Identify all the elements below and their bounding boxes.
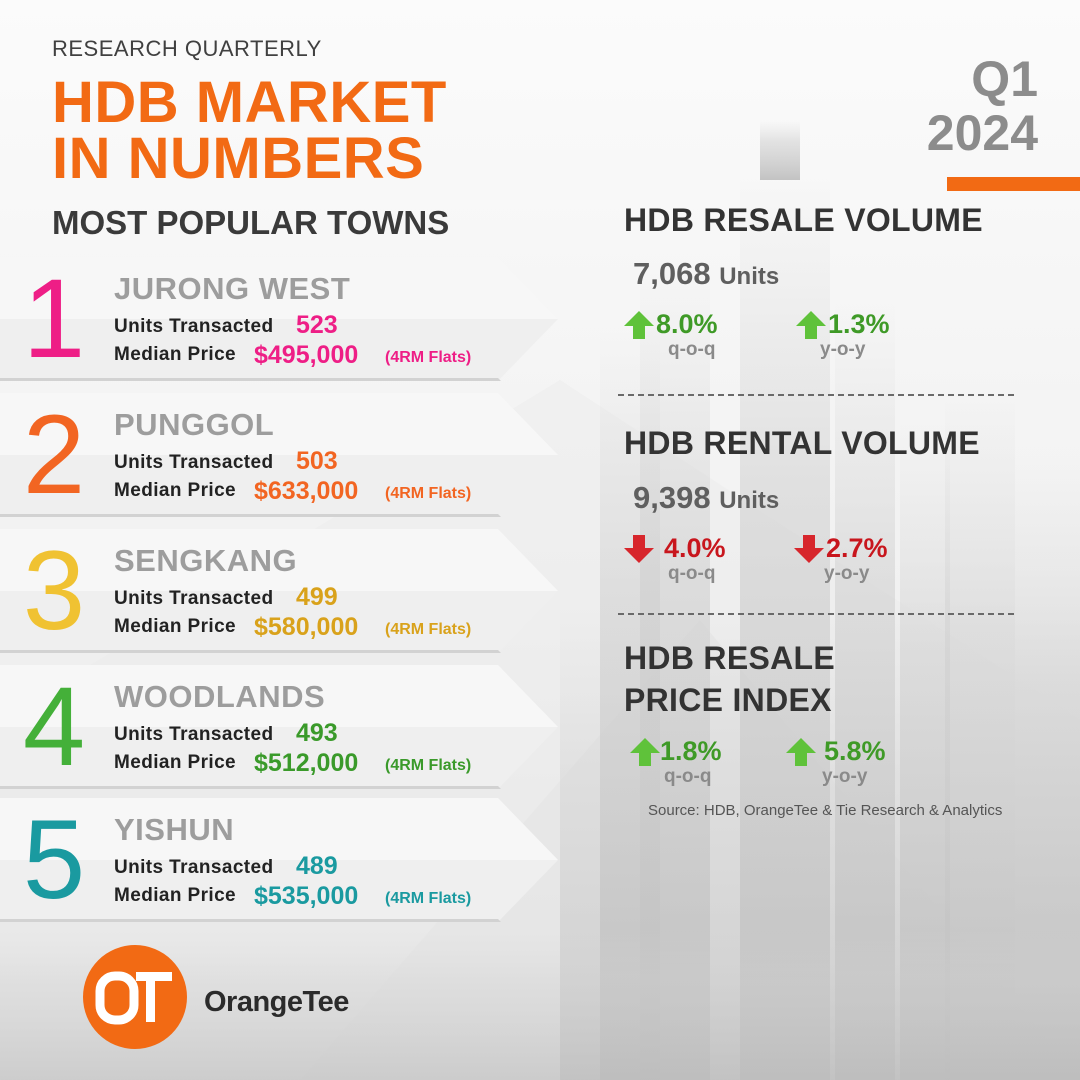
- rental-volume-unit: Units: [719, 487, 780, 514]
- main-title-line1: HDB MARKET: [52, 70, 447, 135]
- arrow-up-icon: [624, 311, 654, 339]
- units-label: Units Transacted: [114, 724, 274, 745]
- town-card: 1 JURONG WEST Units Transacted Median Pr…: [0, 257, 560, 381]
- town-name: JURONG WEST: [114, 271, 351, 306]
- town-name: PUNGGOL: [114, 407, 275, 442]
- orangetee-logo-icon: [83, 945, 187, 1049]
- index-yoy-value: 5.8%: [824, 736, 886, 766]
- rental-qoq-value: 4.0%: [664, 533, 726, 563]
- town-name: WOODLANDS: [114, 679, 326, 714]
- divider: [618, 613, 1014, 615]
- divider: [618, 394, 1014, 396]
- units-label: Units Transacted: [114, 588, 274, 609]
- flat-type: (4RM Flats): [385, 349, 472, 366]
- card-shape: [0, 529, 558, 653]
- resale-volume-value: 7,068: [633, 256, 711, 291]
- arrow-up-icon: [630, 738, 660, 766]
- rental-volume-heading: HDB RENTAL VOLUME: [624, 425, 980, 461]
- main-title-line2: IN NUMBERS: [52, 126, 425, 191]
- town-card: 4 WOODLANDS Units Transacted Median Pric…: [0, 665, 560, 789]
- resale-volume-figure: 7,068 Units: [633, 256, 779, 292]
- town-card: 5 YISHUN Units Transacted Median Price 4…: [0, 798, 560, 922]
- card-shape: [0, 393, 558, 517]
- resale-volume-heading: HDB RESALE VOLUME: [624, 202, 983, 238]
- resale-qoq-value: 8.0%: [656, 309, 718, 339]
- rank-number: 4: [22, 664, 86, 789]
- price-label: Median Price: [114, 752, 237, 773]
- price-value: $580,000: [254, 613, 359, 641]
- year-label: 2024: [926, 105, 1038, 161]
- resale-volume-unit: Units: [719, 263, 780, 290]
- units-value: 499: [296, 583, 338, 611]
- price-label: Median Price: [114, 616, 237, 637]
- town-name: YISHUN: [114, 812, 235, 847]
- resale-yoy-value: 1.3%: [828, 309, 890, 339]
- price-label: Median Price: [114, 344, 237, 365]
- rental-yoy-value: 2.7%: [826, 533, 888, 563]
- index-qoq-value: 1.8%: [660, 736, 722, 766]
- arrow-up-icon: [796, 311, 826, 339]
- town-card: 2 PUNGGOL Units Transacted Median Price …: [0, 393, 560, 517]
- rental-yoy-label: y-o-y: [824, 563, 870, 584]
- arrow-down-icon: [794, 535, 824, 563]
- units-label: Units Transacted: [114, 857, 274, 878]
- arrow-up-icon: [786, 738, 816, 766]
- rank-number: 3: [22, 528, 86, 653]
- price-value: $512,000: [254, 749, 359, 777]
- units-value: 503: [296, 447, 338, 475]
- rental-volume-figure: 9,398 Units: [633, 480, 779, 516]
- town-card: 3 SENGKANG Units Transacted Median Price…: [0, 529, 560, 653]
- accent-bar: [947, 177, 1080, 191]
- rank-number: 1: [22, 256, 86, 381]
- quarter-label: Q1: [971, 51, 1038, 107]
- resale-qoq-label: q-o-q: [668, 339, 716, 360]
- price-index-heading-line2: PRICE INDEX: [624, 682, 832, 718]
- source-note: Source: HDB, OrangeTee & Tie Research & …: [648, 802, 1003, 819]
- rank-number: 5: [22, 797, 86, 922]
- units-value: 523: [296, 311, 338, 339]
- units-value: 489: [296, 852, 338, 880]
- town-name: SENGKANG: [114, 543, 298, 578]
- price-value: $535,000: [254, 882, 359, 910]
- resale-yoy-label: y-o-y: [820, 339, 866, 360]
- price-index-heading-line1: HDB RESALE: [624, 640, 836, 676]
- logo-wordmark: OrangeTee: [204, 986, 349, 1018]
- rental-qoq-label: q-o-q: [668, 563, 716, 584]
- index-qoq-label: q-o-q: [664, 766, 712, 787]
- index-yoy-label: y-o-y: [822, 766, 868, 787]
- price-label: Median Price: [114, 885, 237, 906]
- price-value: $633,000: [254, 477, 359, 505]
- towns-heading: MOST POPULAR TOWNS: [52, 204, 450, 241]
- price-value: $495,000: [254, 341, 359, 369]
- arrow-down-icon: [624, 535, 654, 563]
- card-shape: [0, 798, 558, 922]
- rental-volume-value: 9,398: [633, 480, 711, 515]
- flat-type: (4RM Flats): [385, 485, 472, 502]
- flat-type: (4RM Flats): [385, 621, 472, 638]
- card-shape: [0, 257, 558, 381]
- flat-type: (4RM Flats): [385, 757, 472, 774]
- units-label: Units Transacted: [114, 316, 274, 337]
- eyebrow-label: RESEARCH QUARTERLY: [52, 36, 322, 61]
- price-label: Median Price: [114, 480, 237, 501]
- card-shape: [0, 665, 558, 789]
- units-label: Units Transacted: [114, 452, 274, 473]
- units-value: 493: [296, 719, 338, 747]
- flat-type: (4RM Flats): [385, 890, 472, 907]
- rank-number: 2: [22, 392, 86, 517]
